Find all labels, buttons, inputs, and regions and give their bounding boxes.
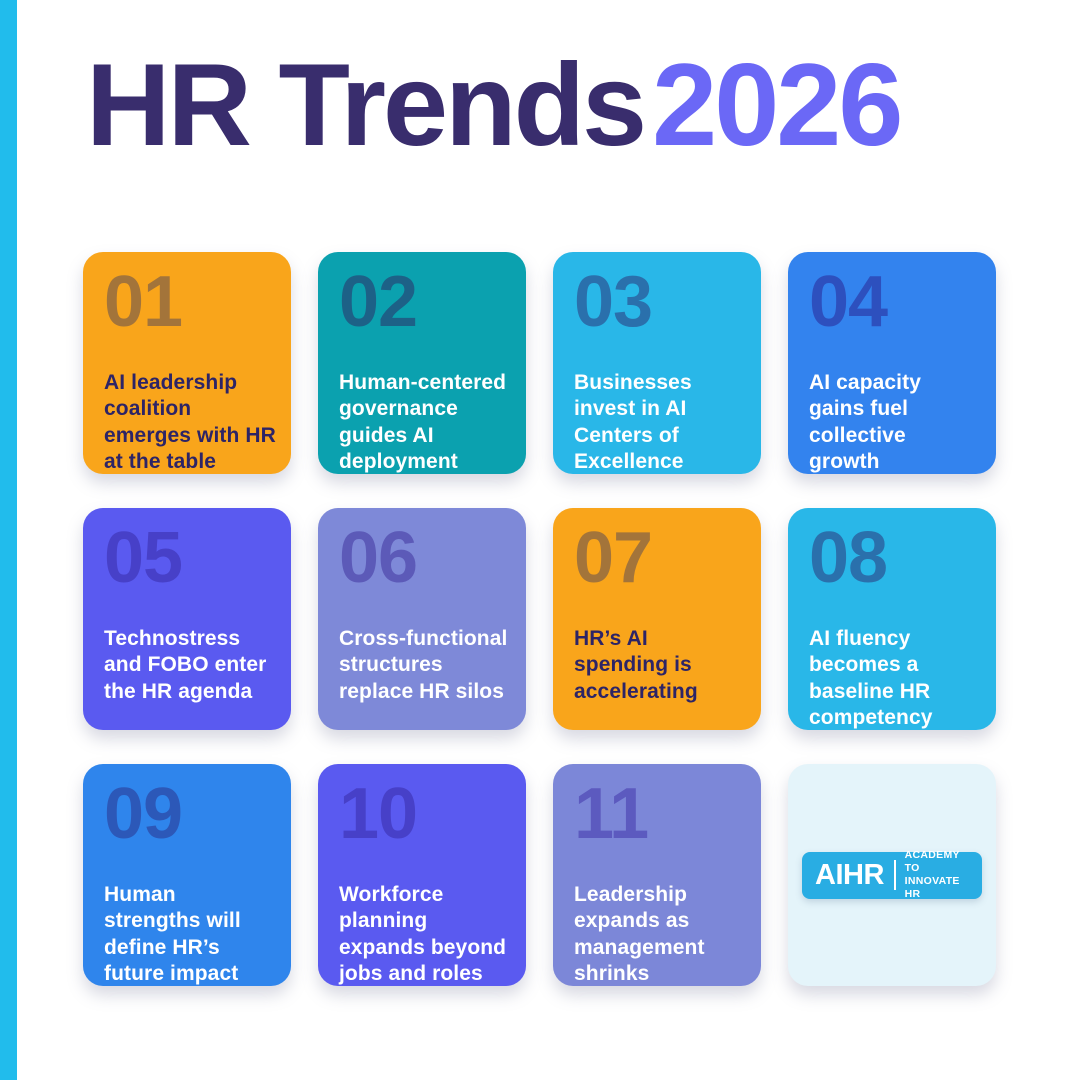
card-number: 06 (339, 518, 418, 598)
trend-card-04: 04 AI capacity gains fuel collective gro… (788, 252, 996, 474)
aihr-logo-text: AIHR (815, 858, 884, 891)
trend-card-02: 02 Human-centered governance guides AI d… (318, 252, 526, 474)
trend-card-08: 08 AI fluency becomes a baseline HR comp… (788, 508, 996, 730)
trend-card-07: 07 HR’s AI spending is accelerating (553, 508, 761, 730)
card-number: 11 (574, 774, 649, 854)
logo-divider (893, 860, 896, 890)
card-text: Human-centered governance guides AI depl… (339, 371, 507, 473)
card-text: Businesses invest in AI Centers of Excel… (574, 371, 692, 473)
card-number: 07 (574, 518, 653, 598)
card-text: HR’s AI spending is accelerating (574, 627, 698, 703)
trend-card-11: 11 Leadership expands as management shri… (553, 764, 761, 986)
card-text: AI leadership coalition emerges with HR … (104, 371, 276, 473)
trend-card-03: 03 Businesses invest in AI Centers of Ex… (553, 252, 761, 474)
card-text: Leadership expands as management shrinks (574, 883, 705, 985)
card-text: Cross-functional structures replace HR s… (339, 627, 508, 703)
trend-card-10: 10 Workforce planning expands beyond job… (318, 764, 526, 986)
card-text: AI capacity gains fuel collective growth (809, 371, 921, 473)
card-number: 03 (574, 262, 653, 342)
card-number: 04 (809, 262, 888, 342)
trend-card-01: 01 AI leadership coalition emerges with … (83, 252, 291, 474)
aihr-tagline-line1: ACADEMY TO (904, 848, 960, 874)
trend-card-06: 06 Cross-functional structures replace H… (318, 508, 526, 730)
card-number: 10 (339, 774, 418, 854)
trend-card-09: 09 Human strengths will define HR’s futu… (83, 764, 291, 986)
trend-card-05: 05 Technostress and FOBO enter the HR ag… (83, 508, 291, 730)
card-text: AI fluency becomes a baseline HR compete… (809, 627, 933, 729)
card-number: 05 (104, 518, 183, 598)
page-title-main: HR Trends (86, 39, 647, 170)
card-number: 09 (104, 774, 183, 854)
aihr-tagline-line2: INNOVATE HR (904, 875, 960, 901)
card-text: Human strengths will define HR’s future … (104, 883, 241, 985)
card-text: Workforce planning expands beyond jobs a… (339, 883, 507, 985)
aihr-tagline: ACADEMY TO INNOVATE HR (905, 849, 969, 902)
card-text: Technostress and FOBO enter the HR agend… (104, 627, 267, 703)
card-number: 01 (104, 262, 183, 342)
page-title-year: 2026 (652, 39, 903, 170)
left-accent-bar (0, 0, 17, 1080)
card-number: 08 (809, 518, 888, 598)
brand-card: AIHR ACADEMY TO INNOVATE HR (788, 764, 996, 986)
page-title: HR Trends2026 (86, 46, 903, 163)
trends-grid: 01 AI leadership coalition emerges with … (83, 252, 996, 986)
aihr-logo: AIHR ACADEMY TO INNOVATE HR (802, 849, 982, 902)
card-number: 02 (339, 262, 418, 342)
